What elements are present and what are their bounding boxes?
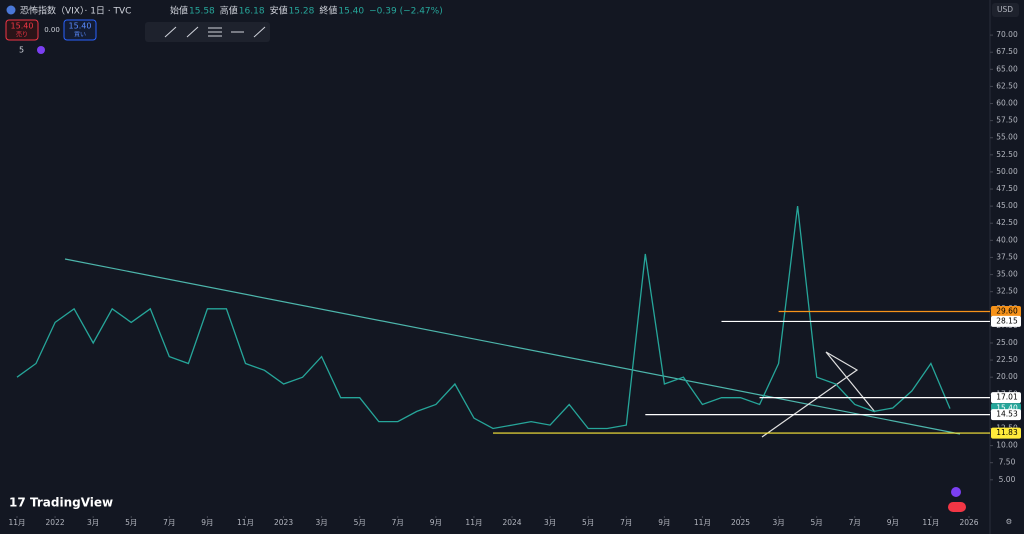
alert-icon: [951, 487, 961, 497]
level-label: 28.15: [996, 316, 1018, 325]
x-tick-label: 11月: [8, 518, 25, 527]
ohlc-value: 16.18: [239, 7, 265, 17]
settings-icon[interactable]: ⚙: [1006, 517, 1013, 526]
triangle-drawing: [761, 351, 876, 438]
x-tick-label: 3月: [315, 518, 327, 527]
x-tick-label: 5月: [811, 518, 823, 527]
y-tick-label: 45.00: [996, 201, 1018, 210]
spread: 0.00: [44, 26, 60, 34]
sell-label: 売り: [16, 31, 28, 39]
buy-box: [63, 19, 97, 41]
x-tick-label: 9月: [887, 518, 899, 527]
y-tick-label: 57.50: [996, 116, 1018, 125]
x-tick-label: 2022: [46, 518, 65, 527]
sell-button[interactable]: 15.40 売り: [5, 19, 39, 41]
level-badge: [991, 305, 1021, 317]
x-tick-label: 3月: [87, 518, 99, 527]
x-tick-label: 9月: [658, 518, 670, 527]
trend-line: [64, 258, 961, 435]
symbol: 恐怖指数（VIX）· 1日 · TVC: [20, 5, 131, 17]
x-tick-label: 2024: [502, 518, 521, 527]
y-tick-label: 32.50: [996, 287, 1018, 296]
currency-button[interactable]: [992, 3, 1019, 17]
level-label: 17.01: [996, 393, 1018, 402]
y-tick-label: 5.00: [999, 475, 1016, 484]
y-tick-label: 22.50: [996, 355, 1018, 364]
x-tick-label: 11月: [922, 518, 939, 527]
x-tick-label: 5月: [582, 518, 594, 527]
buy-button[interactable]: 15.40 買い: [63, 19, 97, 41]
x-tick-label: 3月: [772, 518, 784, 527]
indicator-icon: [37, 46, 45, 54]
x-tick-label: 7月: [849, 518, 861, 527]
y-tick-label: 52.50: [996, 150, 1018, 159]
change: −0.39 (−2.47%): [369, 7, 443, 17]
level-label: 11.83: [996, 428, 1018, 437]
x-tick-label: 5月: [354, 518, 366, 527]
level-badge: [991, 409, 1021, 421]
y-tick-label: 25.00: [996, 338, 1018, 347]
logo-mark: 17: [9, 496, 26, 510]
level-label: 15.40: [996, 404, 1018, 413]
y-tick-label: 60.00: [996, 99, 1018, 108]
x-tick-label: 2023: [274, 518, 293, 527]
indicator-count[interactable]: 5: [19, 46, 24, 55]
y-tick-label: 55.00: [996, 133, 1018, 142]
buy-price: 15.40: [69, 22, 92, 31]
price-line: [16, 206, 951, 430]
y-tick-label: 40.00: [996, 235, 1018, 244]
x-tick-label: 3月: [544, 518, 556, 527]
logo: TradingView: [30, 496, 113, 510]
y-tick-label: 37.50: [996, 252, 1018, 261]
y-tick-label: 35.00: [996, 270, 1018, 279]
sell-price: 15.40: [11, 22, 34, 31]
ohlc-label: 始値: [170, 5, 188, 17]
sell-box: [5, 19, 39, 41]
y-tick-label: 10.00: [996, 441, 1018, 450]
y-tick-label: 20.00: [996, 372, 1018, 381]
x-tick-label: 9月: [201, 518, 213, 527]
x-tick-label: 5月: [125, 518, 137, 527]
ohlc-label: 安値: [270, 5, 288, 17]
x-tick-label: 7月: [163, 518, 175, 527]
y-tick-label: 7.50: [999, 458, 1016, 467]
level-badge: [991, 315, 1021, 327]
x-tick-label: 2026: [959, 518, 978, 527]
ohlc-value: 15.28: [289, 7, 315, 17]
x-tick-label: 11月: [694, 518, 711, 527]
drawing-toolbar[interactable]: [145, 22, 270, 42]
x-tick-label: 11月: [465, 518, 482, 527]
x-tick-label: 7月: [392, 518, 404, 527]
symbol-icon: [6, 5, 16, 15]
y-tick-label: 47.50: [996, 184, 1018, 193]
x-tick-label: 7月: [620, 518, 632, 527]
buy-label: 買い: [74, 32, 86, 39]
currency: USD: [997, 5, 1013, 14]
x-tick-label: 11月: [237, 518, 254, 527]
x-tick-label: 2025: [731, 518, 750, 527]
y-tick-label: 67.50: [996, 47, 1018, 56]
level-badge: [991, 392, 1021, 404]
level-label: 29.60: [996, 306, 1018, 315]
level-label: 14.53: [996, 410, 1018, 419]
y-tick-label: 70.00: [996, 30, 1018, 39]
y-tick-label: 62.50: [996, 81, 1018, 90]
toolbar-icons: [164, 26, 266, 38]
ohlc-value: 15.58: [189, 7, 215, 17]
ohlc-label: 高値: [220, 5, 238, 17]
level-badge: [991, 427, 1021, 439]
x-tick-label: 9月: [430, 518, 442, 527]
ohlc-value: 15.40: [338, 7, 364, 17]
ohlc-label: 終値: [319, 5, 337, 17]
event-icon: [948, 502, 966, 512]
y-tick-label: 42.50: [996, 218, 1018, 227]
y-tick-label: 50.00: [996, 167, 1018, 176]
y-tick-label: 65.00: [996, 64, 1018, 73]
